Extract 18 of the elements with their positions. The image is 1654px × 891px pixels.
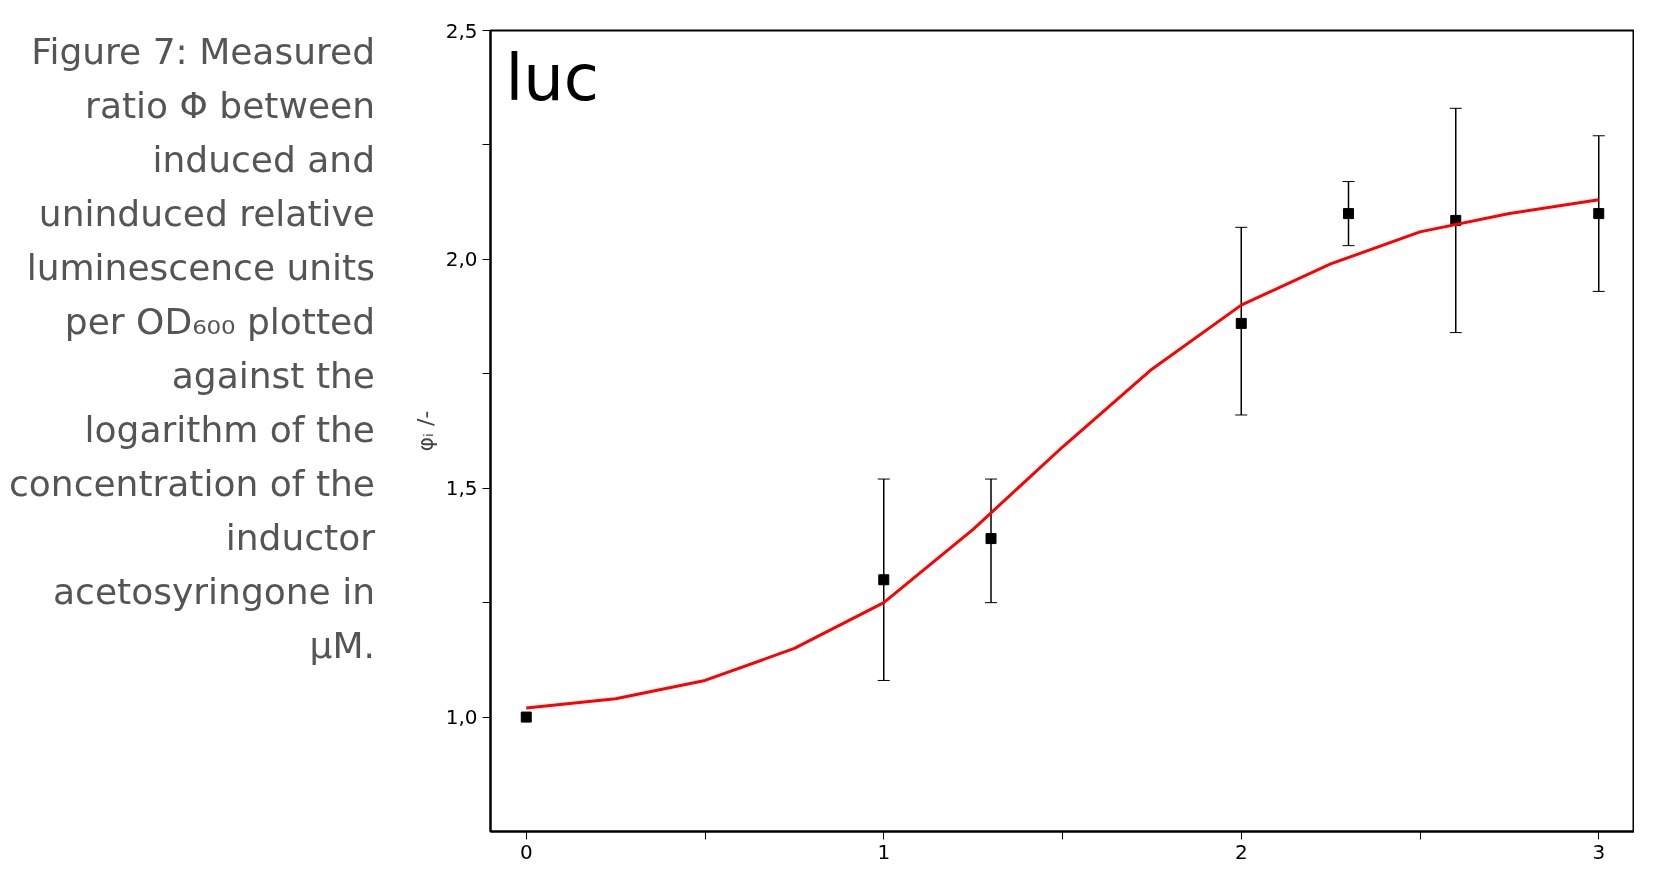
annotation: luc (505, 40, 600, 115)
x-tick-label: 2 (1234, 839, 1248, 864)
y-tick-label: 2,5 (445, 18, 478, 43)
y-tick-label: 1,0 (445, 705, 478, 730)
point (1235, 317, 1247, 329)
y-tick-label: 1,5 (445, 476, 478, 501)
point (1343, 208, 1354, 220)
y-tick-label: 2,0 (445, 247, 478, 272)
x-tick-label: 0 (519, 839, 533, 864)
y-axis-title: φᵢ /- (412, 410, 438, 452)
point (520, 711, 532, 723)
point (1593, 208, 1605, 220)
line-series (524, 198, 1601, 710)
text: Figure 7: Measured ratio Φ between induced and uninduced relative luminescence units per OD₆₀₀ plotted against the logarithm of the concentration of the inductor acetosyringone in µM. (9, 31, 375, 666)
x-tick-label: 3 (1592, 839, 1606, 864)
x-tick-label: 1 (877, 839, 891, 864)
point (878, 574, 890, 586)
point (985, 533, 997, 545)
